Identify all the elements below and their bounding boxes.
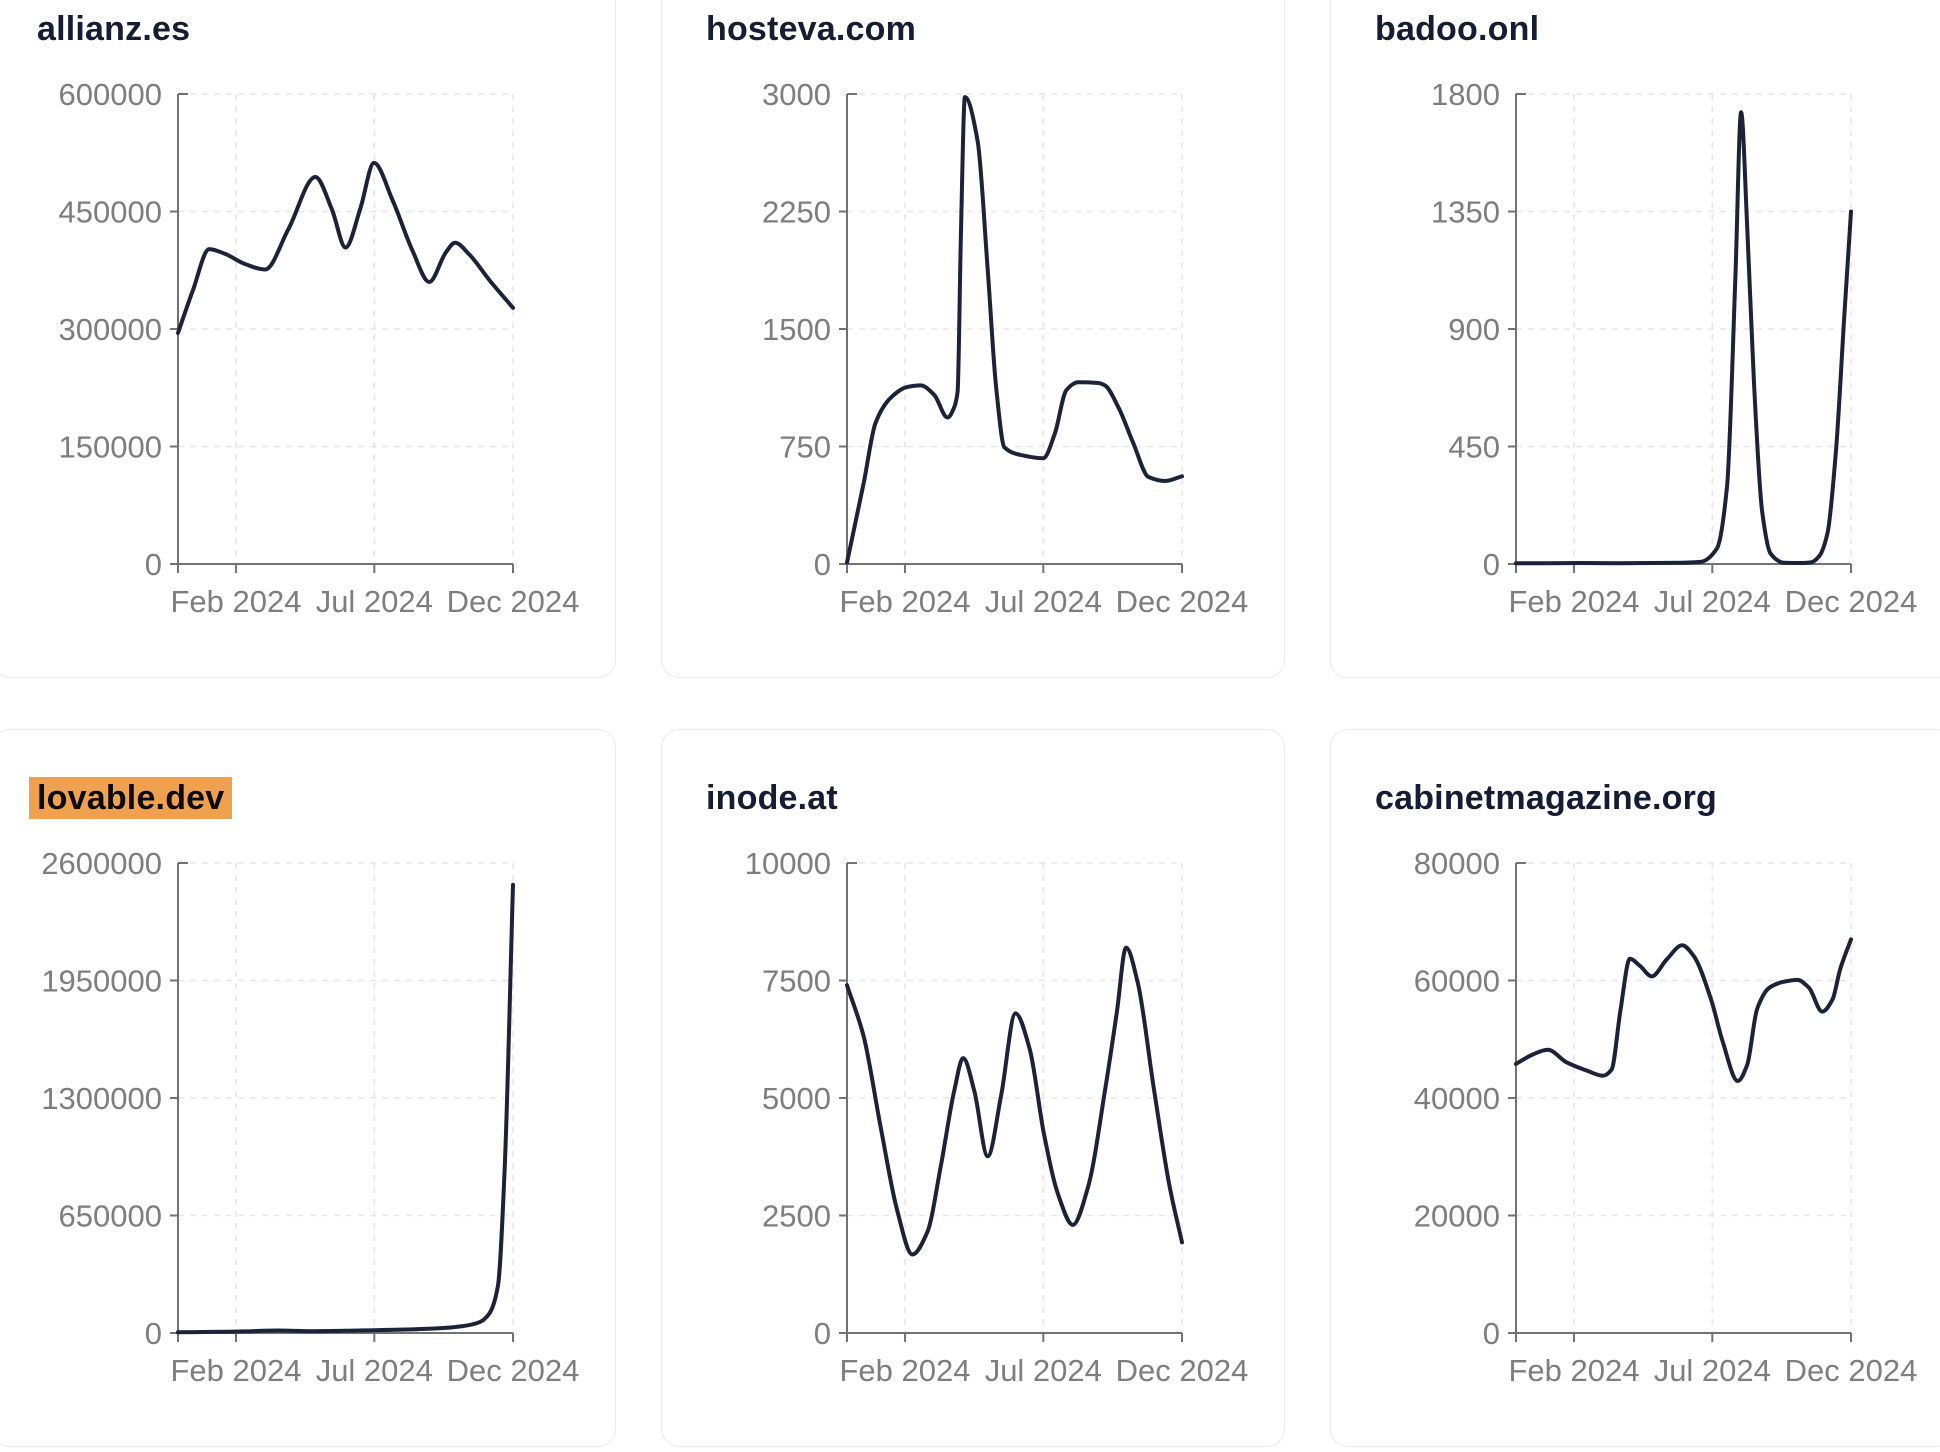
y-tick-label: 450000 — [59, 195, 162, 230]
y-tick-label: 0 — [814, 547, 831, 582]
y-tick-label: 1800 — [1431, 77, 1500, 112]
chart-title-text: badoo.onl — [1375, 10, 1540, 48]
y-tick-label: 5000 — [762, 1081, 831, 1116]
y-tick-label: 2600000 — [41, 846, 162, 881]
y-tick-label: 650000 — [59, 1199, 162, 1234]
x-tick-label: Feb 2024 — [839, 584, 970, 619]
x-tick-label: Feb 2024 — [1508, 1353, 1639, 1388]
y-tick-label: 7500 — [762, 964, 831, 999]
x-tick-label: Jul 2024 — [985, 1353, 1102, 1388]
x-tick-label: Feb 2024 — [170, 584, 301, 619]
chart-title-text: cabinetmagazine.org — [1375, 779, 1717, 817]
y-tick-label: 450 — [1448, 430, 1500, 465]
y-tick-label: 60000 — [1414, 964, 1500, 999]
series-line — [176, 882, 515, 1335]
chart-title-text: hosteva.com — [706, 10, 917, 48]
y-tick-label: 900 — [1448, 312, 1500, 347]
chart-title-text: inode.at — [706, 779, 838, 817]
chart-title: badoo.onl — [1367, 7, 1547, 51]
y-tick-label: 0 — [1483, 1316, 1500, 1351]
chart-title: inode.at — [698, 776, 846, 820]
series-line — [845, 95, 1184, 565]
y-tick-label: 0 — [1483, 547, 1500, 582]
x-tick-label: Dec 2024 — [447, 1353, 580, 1388]
y-tick-label: 2500 — [762, 1199, 831, 1234]
chart-title: allianz.es — [29, 7, 198, 51]
y-tick-label: 150000 — [59, 430, 162, 465]
x-tick-label: Jul 2024 — [316, 1353, 433, 1388]
x-tick-label: Jul 2024 — [1654, 1353, 1771, 1388]
x-tick-label: Dec 2024 — [1116, 584, 1249, 619]
chart-card[interactable]: hosteva.com 0 750 1500 2250 3000 Feb 2024 Jul … — [661, 0, 1285, 678]
x-tick-label: Dec 2024 — [447, 584, 580, 619]
y-tick-label: 80000 — [1414, 846, 1500, 881]
y-tick-label: 0 — [145, 547, 162, 582]
chart-card[interactable]: inode.at 0 2500 5000 7500 10000 Feb 2024 Jul 2… — [661, 729, 1285, 1447]
series-line — [1514, 110, 1853, 566]
y-tick-label: 0 — [145, 1316, 162, 1351]
y-tick-label: 1500 — [762, 312, 831, 347]
chart-card[interactable]: allianz.es 0 150000 300000 450000 600000 Feb … — [0, 0, 616, 678]
x-tick-label: Jul 2024 — [1654, 584, 1771, 619]
chart-card[interactable]: lovable.dev 0 650000 1300000 1950000 2600000… — [0, 729, 616, 1447]
y-tick-label: 1350 — [1431, 195, 1500, 230]
chart-card[interactable]: badoo.onl 0 450 900 1350 1800 Feb 2024 Jul 202… — [1330, 0, 1940, 678]
y-tick-label: 1300000 — [41, 1081, 162, 1116]
chart-card[interactable]: cabinetmagazine.org 0 20000 40000 60000 8000… — [1330, 729, 1940, 1447]
y-tick-label: 10000 — [745, 846, 831, 881]
line-chart: 0 450 900 1350 1800 Feb 2024 Jul 2024 Dec 2024 — [1431, 77, 1918, 619]
y-tick-label: 1950000 — [41, 964, 162, 999]
chart-title: hosteva.com — [698, 7, 924, 51]
x-tick-label: Feb 2024 — [1508, 584, 1639, 619]
y-tick-label: 3000 — [762, 77, 831, 112]
y-tick-label: 20000 — [1414, 1199, 1500, 1234]
x-tick-label: Jul 2024 — [316, 584, 433, 619]
x-tick-label: Dec 2024 — [1785, 1353, 1918, 1388]
y-tick-label: 750 — [779, 430, 831, 465]
x-tick-label: Dec 2024 — [1116, 1353, 1249, 1388]
series-line — [176, 160, 515, 335]
x-tick-label: Feb 2024 — [839, 1353, 970, 1388]
line-chart: 0 150000 300000 450000 600000 Feb 2024 Jul 202… — [59, 77, 580, 619]
chart-title: cabinetmagazine.org — [1367, 776, 1725, 820]
y-tick-label: 40000 — [1414, 1081, 1500, 1116]
chart-title-text: lovable.dev — [29, 777, 233, 819]
y-tick-label: 600000 — [59, 77, 162, 112]
x-tick-label: Jul 2024 — [985, 584, 1102, 619]
line-chart: 0 650000 1300000 1950000 2600000 Feb 2024 Jul … — [41, 846, 580, 1388]
chart-title: lovable.dev — [29, 776, 233, 820]
line-chart: 0 750 1500 2250 3000 Feb 2024 Jul 2024 Dec 2024 — [762, 77, 1249, 619]
series-line — [845, 945, 1184, 1257]
x-tick-label: Feb 2024 — [170, 1353, 301, 1388]
line-chart: 0 20000 40000 60000 80000 Feb 2024 Jul 2024 Dec… — [1414, 846, 1918, 1388]
y-tick-label: 300000 — [59, 312, 162, 347]
x-tick-label: Dec 2024 — [1785, 584, 1918, 619]
y-tick-label: 0 — [814, 1316, 831, 1351]
chart-title-text: allianz.es — [37, 10, 191, 48]
series-line — [1514, 937, 1853, 1083]
line-chart: 0 2500 5000 7500 10000 Feb 2024 Jul 2024 Dec 20… — [745, 846, 1249, 1388]
y-tick-label: 2250 — [762, 195, 831, 230]
